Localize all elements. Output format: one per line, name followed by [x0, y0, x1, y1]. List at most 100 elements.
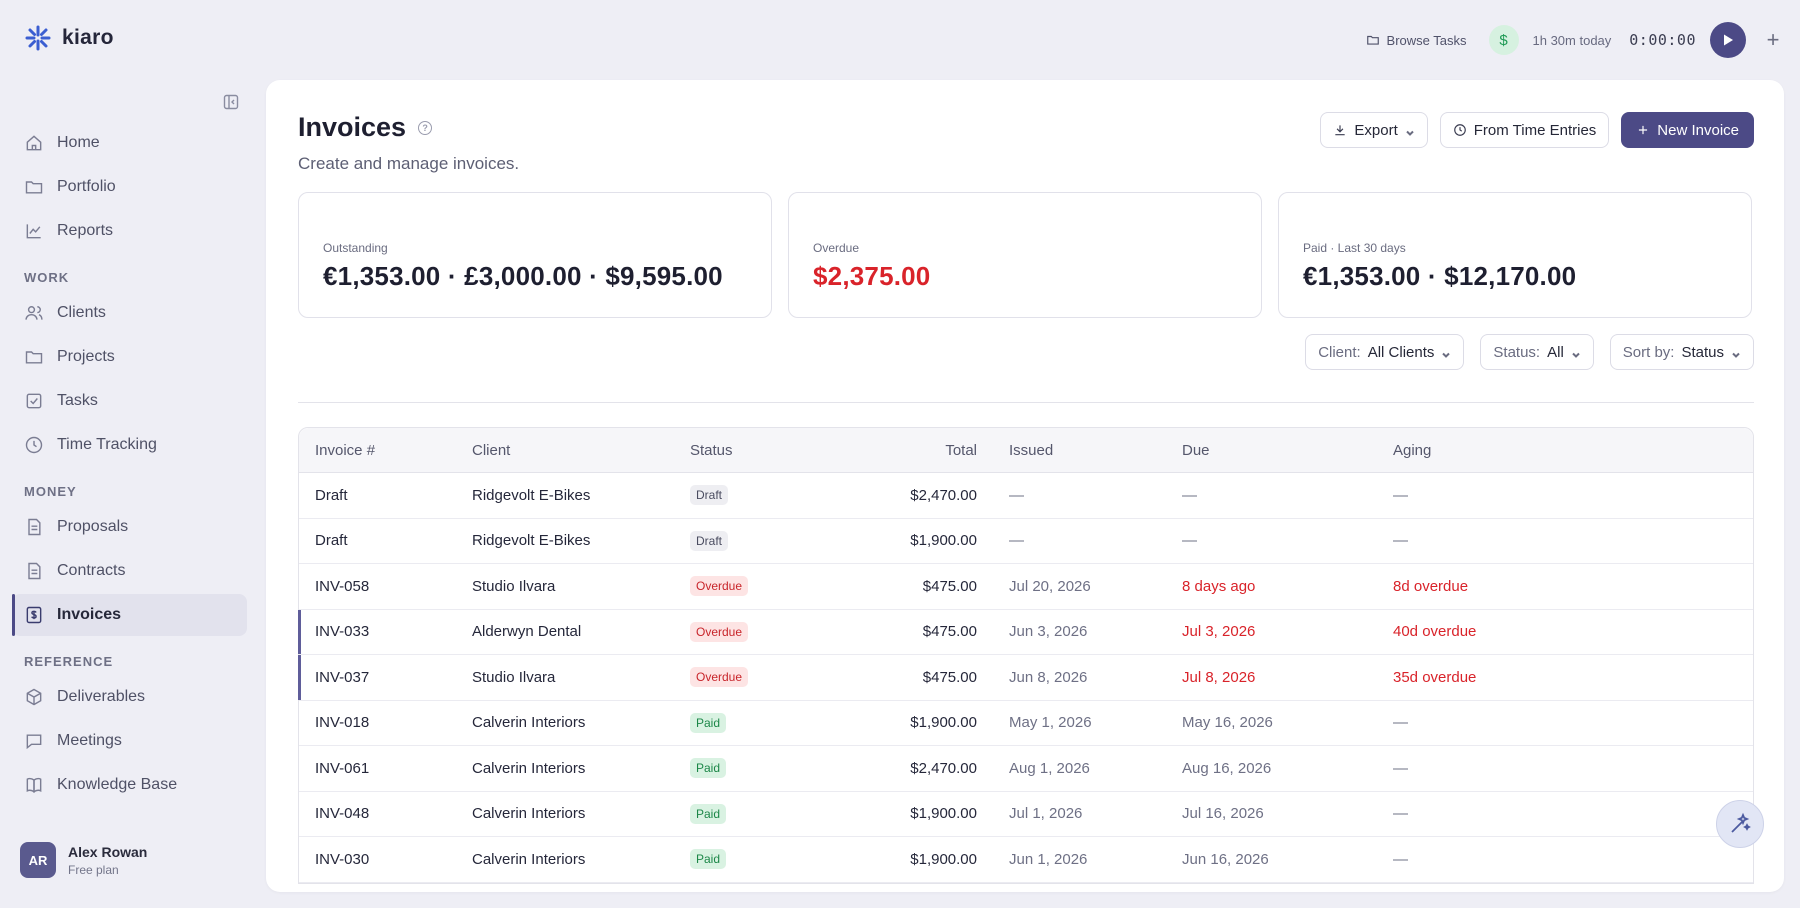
sidebar-item-reports[interactable]: Reports — [12, 210, 247, 252]
table-row[interactable]: Draft Ridgevolt E-Bikes Draft $1,900.00 — — — — [299, 519, 1753, 564]
main-panel: Invoices ? Create and manage invoices. E… — [266, 80, 1784, 892]
filter-sortby-select[interactable]: Sort by: Status — [1609, 334, 1754, 370]
invoice-number[interactable]: INV-018 — [315, 714, 370, 732]
from-time-entries-button[interactable]: From Time Entries — [1439, 112, 1610, 148]
plus-icon — [1639, 125, 1648, 135]
table-row[interactable]: INV-048 Calverin Interiors Paid $1,900.00 Ju… — [299, 792, 1753, 837]
download-icon — [1335, 125, 1346, 136]
clock-icon — [24, 435, 44, 455]
start-timer-button[interactable] — [1710, 22, 1746, 58]
page-subtitle: Create and manage invoices. — [298, 154, 520, 173]
status-cell: Paid — [690, 758, 855, 779]
column-header[interactable]: Client — [472, 441, 511, 459]
invoice-number[interactable]: Draft — [315, 486, 348, 504]
column-header[interactable]: Invoice # — [315, 441, 376, 459]
sidebar-item-label: Clients — [57, 304, 106, 321]
total-amount: $1,900.00 — [910, 532, 977, 550]
status-badge: Overdue — [690, 667, 749, 688]
sidebar-item-label: Reports — [57, 222, 114, 239]
sidebar-item-contracts[interactable]: Contracts — [12, 550, 247, 592]
total-amount: $475.00 — [922, 577, 977, 595]
sidebar-item-label: Contracts — [57, 562, 126, 579]
issued-date: Jun 8, 2026 — [1009, 668, 1088, 686]
invoice-number[interactable]: INV-033 — [315, 623, 370, 641]
sidebar-item-projects[interactable]: Projects — [12, 336, 247, 378]
column-header[interactable]: Issued — [1009, 441, 1054, 459]
table-row[interactable]: Draft Ridgevolt E-Bikes Draft $2,470.00 — — — — [299, 473, 1753, 519]
aging-value: — — [1393, 850, 1408, 868]
invoice-number[interactable]: INV-048 — [315, 805, 370, 823]
due-date: Jul 3, 2026 — [1182, 623, 1256, 641]
table-row[interactable]: INV-030 Calverin Interiors Paid $1,900.00 Ju… — [299, 837, 1753, 883]
column-header[interactable]: Due — [1182, 441, 1210, 459]
aging-value: — — [1393, 759, 1408, 777]
timer-display: 0:00:00 — [1629, 31, 1696, 49]
column-header[interactable]: Status — [690, 441, 733, 459]
status-badge: Paid — [690, 758, 727, 779]
table-row[interactable]: INV-018 Calverin Interiors Paid $1,900.00 Ma… — [299, 701, 1753, 746]
sidebar-item-deliverables[interactable]: Deliverables — [12, 676, 247, 718]
sidebar-item-knowledge-base[interactable]: Knowledge Base — [12, 764, 247, 806]
status-cell: Draft — [690, 530, 855, 551]
column-header[interactable]: Aging — [1393, 441, 1432, 459]
card-value: $2,375.00 — [813, 261, 931, 291]
sidebar-item-label: Deliverables — [57, 688, 146, 705]
home-icon — [24, 133, 44, 153]
summary-card-overdue: Overdue $2,375.00 — [788, 192, 1262, 318]
total-amount: $1,900.00 — [910, 805, 977, 823]
client-name: Studio Ilvara — [472, 668, 556, 686]
status-badge: Paid — [690, 849, 727, 870]
table-row[interactable]: INV-061 Calverin Interiors Paid $2,470.00 Au… — [299, 746, 1753, 792]
due-date: Jul 16, 2026 — [1182, 805, 1264, 823]
issued-date: — — [1009, 486, 1024, 504]
issued-date: Jul 20, 2026 — [1009, 577, 1091, 595]
billing-icon[interactable]: $ — [1488, 25, 1519, 55]
table-row[interactable]: INV-058 Studio Ilvara Overdue $475.00 Jul 20… — [299, 564, 1753, 610]
add-icon[interactable]: + — [1766, 27, 1780, 52]
invoice-number[interactable]: Draft — [315, 532, 348, 550]
divider — [298, 402, 1754, 403]
app-logo[interactable]: kiaro — [24, 24, 114, 52]
status-cell: Overdue — [690, 621, 855, 642]
sidebar-section-label: MONEY — [24, 483, 77, 499]
sidebar-item-proposals[interactable]: Proposals — [12, 506, 247, 548]
document-icon — [24, 517, 44, 537]
filter-label: Sort by: — [1622, 343, 1675, 361]
collapse-sidebar-icon[interactable] — [223, 94, 239, 110]
browse-tasks-button[interactable]: Browse Tasks — [1366, 33, 1467, 48]
column-header[interactable]: Total — [945, 441, 977, 459]
invoice-number[interactable]: INV-030 — [315, 850, 370, 868]
ai-assistant-button[interactable] — [1716, 800, 1764, 848]
client-name: Alderwyn Dental — [472, 623, 582, 641]
sidebar-item-time-tracking[interactable]: Time Tracking — [12, 424, 247, 466]
sidebar-item-home[interactable]: Home — [12, 122, 247, 164]
sidebar-item-clients[interactable]: Clients — [12, 292, 247, 334]
new-invoice-button[interactable]: New Invoice — [1621, 112, 1754, 148]
user-profile[interactable]: AR Alex Rowan Free plan — [20, 842, 147, 878]
filter-client-select[interactable]: Client: All Clients — [1305, 334, 1465, 370]
sidebar-item-invoices[interactable]: Invoices — [12, 594, 247, 636]
sidebar-item-portfolio[interactable]: Portfolio — [12, 166, 247, 208]
sidebar-item-tasks[interactable]: Tasks — [12, 380, 247, 422]
invoice-number[interactable]: INV-058 — [315, 577, 370, 595]
issued-date: Aug 1, 2026 — [1009, 759, 1090, 777]
total-amount: $2,470.00 — [910, 759, 977, 777]
invoice-number[interactable]: INV-061 — [315, 759, 370, 777]
invoices-table: Invoice # Client Status Total Issued Due Aging… — [298, 427, 1754, 884]
document-icon — [24, 561, 44, 581]
filter-bar: Client: All Clients Status: All Sort by: Stat… — [1305, 334, 1754, 370]
issued-date: May 1, 2026 — [1009, 714, 1092, 732]
export-button[interactable]: Export — [1320, 112, 1428, 148]
table-row[interactable]: INV-033 Alderwyn Dental Overdue $475.00 Jun … — [298, 609, 1753, 655]
status-badge: Paid — [690, 712, 727, 733]
help-icon[interactable]: ? — [418, 120, 433, 135]
sidebar-item-meetings[interactable]: Meetings — [12, 720, 247, 762]
invoice-number[interactable]: INV-037 — [315, 668, 370, 686]
table-row[interactable]: INV-037 Studio Ilvara Overdue $475.00 Jun 8,… — [298, 655, 1753, 701]
folder-icon — [24, 347, 44, 367]
sidebar-section-label: WORK — [24, 269, 70, 285]
filter-label: Status: — [1493, 343, 1541, 361]
status-cell: Overdue — [690, 667, 855, 688]
status-badge: Overdue — [690, 576, 749, 597]
filter-status-select[interactable]: Status: All — [1480, 334, 1594, 370]
